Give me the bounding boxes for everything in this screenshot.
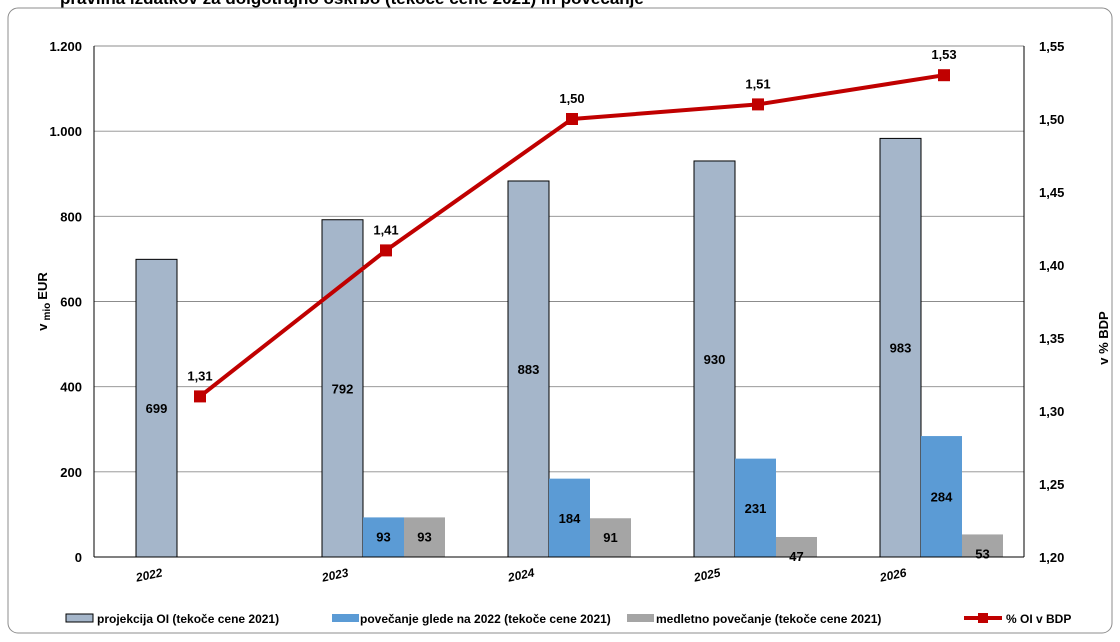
x-tick-label: 2026: [878, 565, 908, 585]
axes: 0 200 400 600 800 1.000 1.200 1,20 1,25 1,30 1,35 1…: [35, 39, 1111, 585]
y-right-tick-label: 1,25: [1039, 477, 1064, 492]
chart-frame: [7, 7, 1113, 634]
x-tick-label: 2022: [134, 565, 164, 585]
y-right-tick-label: 1,40: [1039, 258, 1064, 273]
bar-data-label: 53: [975, 546, 989, 561]
legend-label: projekcija OI (tekoče cene 2021): [97, 612, 279, 626]
bar-data-label: 47: [789, 549, 803, 564]
data-labels: 699 792 883 930 983 93 184 231 284 93 91 47 53 1,31 1,…: [146, 47, 990, 564]
y-right-tick-label: 1,50: [1039, 112, 1064, 127]
legend-label: % OI v BDP: [1006, 612, 1071, 626]
x-tick-label: 2025: [692, 565, 722, 585]
line-series: [194, 69, 950, 403]
y-right-tick-label: 1,30: [1039, 404, 1064, 419]
legend-swatch: [332, 614, 359, 622]
y-left-axis-title: v mio EUR: [35, 272, 53, 331]
legend: projekcija OI (tekoče cene 2021) povečanj…: [65, 612, 1071, 626]
bars: [135, 137, 1003, 558]
line-data-label: 1,41: [373, 222, 398, 237]
bar-povecanje-2022-2025: [735, 458, 776, 557]
y-right-tick-label: 1,20: [1039, 550, 1064, 565]
y-right-tick-label: 1,45: [1039, 185, 1064, 200]
bar-data-label: 93: [376, 529, 390, 544]
bar-data-label: 983: [890, 341, 912, 356]
y-left-tick-label: 1.200: [49, 39, 82, 54]
line-data-label: 1,51: [745, 76, 770, 91]
bar-medletno-2026: [962, 534, 1003, 557]
bar-data-label: 284: [931, 490, 953, 505]
line-data-label: 1,50: [559, 91, 584, 106]
bar-povecanje-2022-2023: [363, 517, 404, 557]
page-title: pravlina izdatkov za dolgotrajno oskrbo …: [60, 0, 644, 8]
bar-medletno-2024: [590, 518, 631, 557]
bar-data-label: 231: [745, 501, 767, 516]
marker-2024: [566, 113, 578, 125]
marker-2023: [380, 244, 392, 257]
bar-data-label: 792: [332, 381, 354, 396]
y-left-tick-label: 0: [75, 550, 82, 565]
y-left-title-sub: mio: [42, 303, 53, 321]
bar-povecanje-2022-2026: [921, 436, 962, 557]
bar-data-label: 91: [603, 530, 617, 545]
line-data-label: 1,53: [931, 47, 956, 62]
bar-projekcija-2022: [135, 258, 178, 558]
bar-data-label: 93: [417, 529, 431, 544]
y-right-axis-title: v % BDP: [1096, 311, 1111, 365]
marker-2025: [752, 98, 764, 111]
bar-medletno-2025: [776, 536, 817, 557]
y-left-tick-label: 400: [60, 380, 82, 395]
legend-label: povečanje glede na 2022 (tekoče cene 202…: [360, 612, 611, 626]
marker-2026: [938, 69, 950, 82]
bar-data-label: 930: [704, 352, 726, 367]
y-left-tick-label: 600: [60, 295, 82, 310]
y-right-tick-label: 1,35: [1039, 331, 1064, 346]
bar-data-label: 699: [146, 401, 168, 416]
y-left-title-part: v: [35, 323, 50, 331]
legend-swatch: [627, 614, 654, 622]
bar-medletno-2023: [404, 517, 445, 557]
y-right-tick-label: 1,55: [1039, 39, 1064, 54]
y-left-title-part: EUR: [35, 272, 50, 300]
legend-swatch: [65, 613, 94, 623]
y-left-tick-label: 800: [60, 209, 82, 224]
legend-label: medletno povečanje (tekoče cene 2021): [656, 612, 881, 626]
bar-data-label: 883: [518, 362, 540, 377]
marker-2022: [194, 390, 206, 403]
legend-swatch-marker: [978, 613, 988, 623]
line-data-label: 1,31: [187, 368, 212, 383]
y-left-tick-label: 200: [60, 465, 82, 480]
grid: [94, 45, 1024, 473]
y-left-tick-label: 1.000: [49, 124, 82, 139]
x-tick-label: 2023: [320, 565, 350, 585]
bar-povecanje-2022-2024: [549, 478, 590, 557]
x-tick-label: 2024: [506, 565, 536, 585]
bar-data-label: 184: [559, 511, 581, 526]
